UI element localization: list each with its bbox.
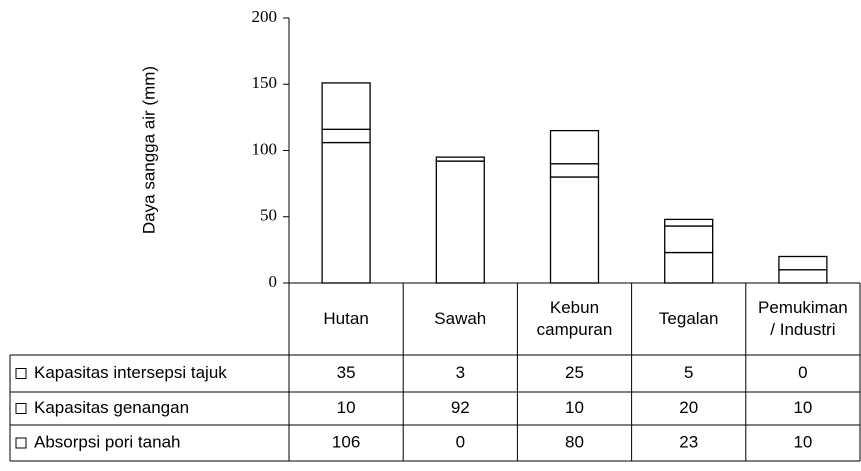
bar-segment [321, 82, 371, 130]
bar-segment [321, 141, 371, 284]
legend-label: Kapasitas genangan [34, 398, 189, 417]
table-value: 23 [679, 432, 698, 451]
table-value: 35 [337, 363, 356, 382]
category-label: Pemukiman / Industri [758, 298, 848, 339]
table-value: 25 [565, 363, 584, 382]
table-value: 80 [565, 432, 584, 451]
table-value: 3 [456, 363, 465, 382]
table-value: 10 [565, 398, 584, 417]
y-tick-label: 0 [269, 272, 278, 291]
bar-segment [549, 129, 600, 165]
table-value: 10 [793, 398, 812, 417]
legend-swatch [15, 403, 27, 414]
bar-segment [435, 160, 485, 284]
legend-swatch [15, 437, 27, 449]
bar-segment [321, 128, 371, 144]
bar-segment [664, 218, 714, 227]
category-label: Tegalan [658, 309, 719, 328]
table-value: 5 [684, 363, 693, 382]
y-tick-label: 50 [260, 206, 277, 225]
table-value: 10 [337, 398, 356, 417]
table-value: 0 [798, 363, 807, 382]
legend-label: Kapasitas intersepsi tajuk [34, 363, 227, 382]
category-label: Hutan [323, 309, 369, 328]
y-axis-label: Daya sangga air (mm) [139, 66, 158, 234]
table-value: 20 [679, 398, 698, 417]
bar-segment [778, 269, 828, 284]
legend-label: Absorpsi pori tanah [34, 432, 180, 451]
table-value: 106 [332, 432, 360, 451]
category-label: Sawah [434, 309, 487, 328]
y-tick-label: 200 [252, 7, 278, 26]
bar-segment [549, 176, 600, 284]
table-value: 92 [451, 398, 470, 417]
y-tick-label: 150 [252, 73, 278, 92]
bar-segment [778, 255, 828, 271]
bar-segment [549, 163, 600, 178]
category-label: Kebun campuran [536, 298, 613, 339]
y-tick-label: 100 [252, 139, 278, 158]
legend-swatch [15, 368, 27, 379]
table-value: 0 [456, 432, 465, 451]
bar-segment [435, 156, 485, 162]
table-value: 10 [793, 432, 812, 451]
bar-segment [664, 251, 714, 284]
bar-segment [664, 225, 714, 254]
